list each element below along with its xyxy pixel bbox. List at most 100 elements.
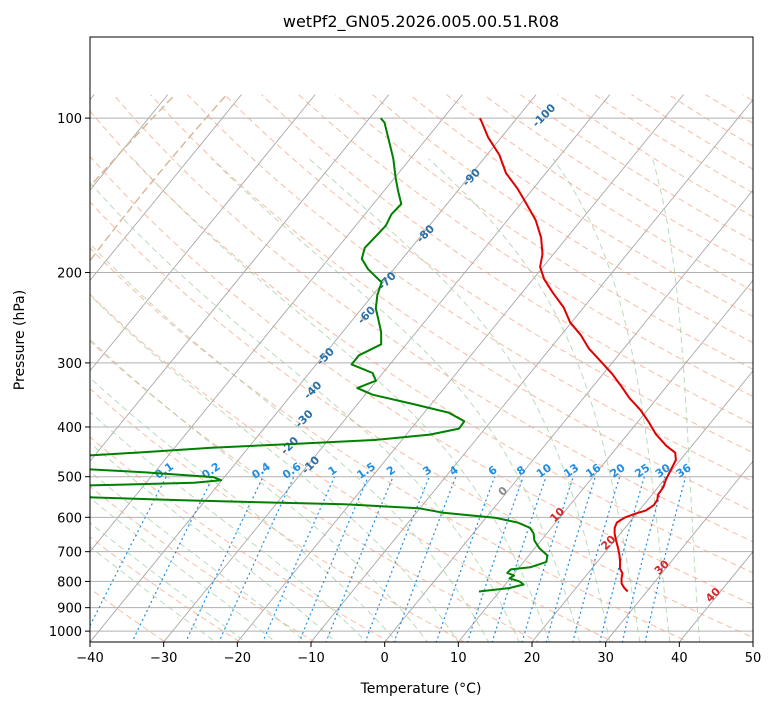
profile-series — [90, 117, 677, 593]
dry-adiabat-line — [372, 94, 753, 344]
mixing-ratio-label: 2 — [384, 463, 398, 478]
moist-adiabat-label: 0 — [496, 484, 511, 499]
moist-adiabat-label: 10 — [547, 505, 567, 525]
dry-adiabat-line — [705, 94, 753, 124]
isotherm-line — [605, 460, 753, 642]
y-tick-label: 700 — [57, 546, 82, 561]
mixing-ratio-label: 4 — [447, 463, 461, 478]
x-tick-label: −30 — [150, 651, 177, 666]
y-tick-label: 100 — [57, 112, 82, 127]
dry-adiabat-line — [90, 388, 466, 642]
moist-adiabat-line — [90, 497, 276, 642]
dry-adiabat-label: -50 — [314, 345, 337, 368]
moist-adiabat-line — [211, 158, 581, 642]
dry-adiabat-line — [90, 485, 316, 642]
y-tick-label: 1000 — [49, 625, 82, 640]
mixing-ratio-label: 10 — [534, 461, 554, 481]
mixing-ratio-label: 8 — [514, 463, 528, 478]
background-lines — [90, 94, 753, 642]
isotherm-line — [90, 94, 390, 462]
mixing-ratio-label: 0.1 — [153, 460, 176, 482]
isotherm-line — [90, 94, 242, 282]
dry-adiabat-line — [113, 94, 753, 543]
moist-adiabat-line — [90, 470, 307, 642]
axis-ticks: −40 −30 −20 −10 0 10 20 30 40 5010020030040050060… — [49, 112, 761, 666]
dry-adiabat-label: -60 — [355, 303, 378, 326]
isotherm-line — [236, 94, 684, 642]
x-tick-label: −20 — [224, 651, 251, 666]
isotherm-line — [90, 94, 463, 553]
y-tick-label: 500 — [57, 471, 82, 486]
dry-adiabat-line — [90, 536, 241, 642]
moist-adiabat-line — [90, 181, 520, 642]
dry-adiabat-label: -100 — [530, 101, 559, 130]
mixing-ratio-label: 6 — [486, 463, 500, 478]
dry-adiabat-line — [594, 94, 753, 194]
x-axis-label: Temperature (°C) — [360, 681, 482, 697]
dry-adiabat-label: -40 — [301, 378, 324, 401]
mixing-ratio-line — [298, 476, 369, 642]
mixing-ratio-line — [491, 476, 547, 642]
x-tick-label: 40 — [671, 651, 688, 666]
y-tick-label: 400 — [57, 421, 82, 436]
moist-adiabat-label: 40 — [703, 585, 723, 605]
dry-adiabat-line — [742, 94, 753, 102]
dry-adiabat-line — [668, 94, 753, 147]
mixing-ratio-line — [131, 476, 214, 642]
dry-adiabat-line — [520, 94, 753, 242]
x-tick-label: 30 — [597, 651, 614, 666]
dry-adiabat-line — [90, 110, 753, 574]
y-tick-label: 600 — [57, 511, 82, 526]
isotherm-line — [752, 641, 753, 642]
mixing-ratio-label: 20 — [608, 461, 628, 481]
moist-adiabat-line — [90, 377, 398, 642]
dry-adiabat-label: -20 — [278, 434, 301, 457]
mixing-ratio-line — [325, 476, 394, 642]
mixing-ratio-line — [364, 476, 430, 642]
moist-adiabat-line — [428, 158, 641, 642]
moist-adiabat-line — [132, 158, 550, 642]
moist-adiabat-line — [90, 243, 490, 642]
dry-adiabat-line — [187, 94, 753, 483]
plot-frame — [89, 36, 754, 643]
isotherm-line — [678, 550, 753, 642]
isotherm-line — [531, 370, 753, 642]
mixing-ratio-label: 13 — [561, 461, 581, 480]
moist-adiabat-line — [652, 158, 701, 642]
moist-adiabat-line — [90, 546, 217, 642]
dry-adiabat-label: -10 — [299, 453, 322, 476]
isotherm-line — [90, 94, 537, 642]
mixing-ratio-label: 3 — [420, 463, 434, 478]
mixing-ratio-line — [466, 476, 524, 642]
x-tick-label: 20 — [524, 651, 541, 666]
mixing-ratio-line — [393, 476, 457, 642]
moist-adiabat-line — [552, 158, 671, 642]
moist-adiabat-line — [308, 158, 611, 642]
dry-adiabat-line — [90, 293, 615, 642]
dry-adiabat-line — [90, 587, 167, 642]
x-tick-label: −40 — [76, 651, 103, 666]
dewpoint-series-line — [90, 117, 549, 593]
mixing-ratio-line — [545, 476, 596, 642]
x-tick-label: −10 — [297, 651, 324, 666]
dry-adiabat-line — [90, 436, 391, 642]
dry-adiabat-line — [335, 94, 753, 370]
temperature-series-line — [479, 117, 677, 593]
x-tick-label: 50 — [745, 651, 762, 666]
mixing-ratio-label: 0.6 — [280, 460, 304, 482]
mixing-ratio-label: 16 — [583, 461, 603, 481]
mixing-ratio-line — [599, 476, 645, 642]
dry-adiabat-line — [483, 94, 753, 267]
moist-adiabat-label: 30 — [652, 557, 672, 577]
dry-adiabat-line — [224, 94, 753, 454]
moist-adiabat-line — [90, 338, 429, 642]
isotherm-line — [310, 98, 753, 642]
mixing-ratio-line — [621, 476, 666, 642]
y-axis-label: Pressure (hPa) — [12, 290, 28, 390]
dry-adiabat-line — [90, 155, 753, 606]
mixing-ratio-line — [521, 476, 574, 642]
mixing-ratio-line — [90, 476, 167, 627]
y-tick-label: 800 — [57, 575, 82, 590]
dry-adiabat-line — [298, 94, 753, 398]
dry-adiabat-label: -90 — [460, 166, 483, 189]
